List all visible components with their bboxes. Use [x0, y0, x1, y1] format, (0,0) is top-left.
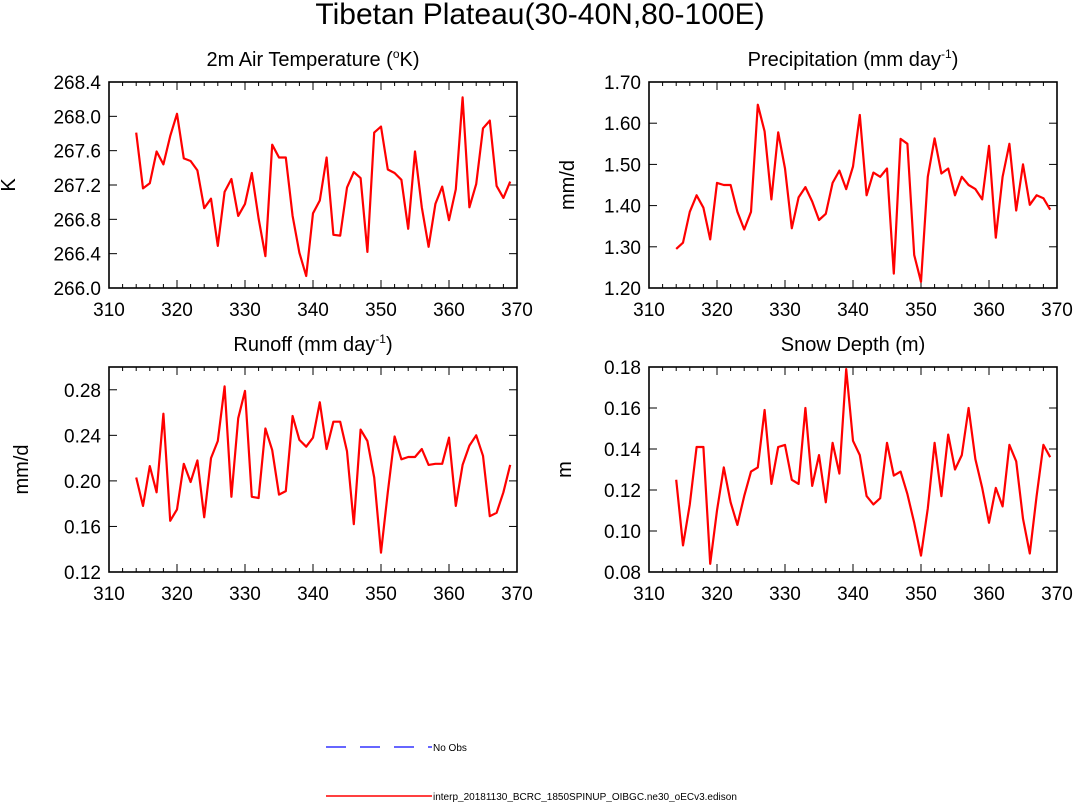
y-tick-label: 0.18	[604, 358, 641, 379]
plot-frame	[108, 81, 518, 289]
x-tick-label: 310	[633, 584, 665, 605]
x-tick-label: 330	[769, 300, 801, 321]
panel-title-sup: o	[393, 47, 400, 61]
y-tick-label: 268.0	[53, 107, 101, 128]
panel-title-main: Precipitation (mm day	[748, 49, 941, 71]
x-tick-label: 360	[973, 300, 1005, 321]
y-tick-label: 1.60	[604, 114, 641, 135]
series-line	[675, 368, 1052, 565]
y-tick-label: 0.12	[604, 481, 641, 502]
series-line	[135, 385, 512, 554]
y-tick-label: 267.6	[53, 142, 101, 163]
y-tick-label: 0.12	[64, 563, 101, 584]
y-axis-label: mm/d	[11, 445, 33, 495]
x-tick-label: 370	[1041, 300, 1073, 321]
x-tick-label: 310	[93, 300, 125, 321]
y-tick-label: 1.20	[604, 279, 641, 300]
plot-frame	[648, 81, 1058, 289]
x-tick-label: 320	[701, 300, 733, 321]
y-tick-label: 0.16	[604, 399, 641, 420]
x-tick-label: 330	[229, 300, 261, 321]
panel-title-main: Snow Depth (m)	[781, 334, 926, 356]
panel-title-main: Runoff (mm day	[233, 334, 375, 356]
y-tick-label: 266.4	[53, 245, 101, 266]
panel-runoff: Runoff (mm day-1) mm/d 310 320 330 340 350 360 3…	[11, 332, 533, 605]
panel-title: Runoff (mm day-1)	[233, 332, 392, 356]
y-tick-label: 1.30	[604, 238, 641, 259]
figure-title: Tibetan Plateau(30-40N,80-100E)	[315, 0, 764, 31]
y-tick-label: 0.28	[64, 381, 101, 402]
x-tick-label: 340	[837, 584, 869, 605]
y-tick-label: 0.08	[604, 563, 641, 584]
panel-title: 2m Air Temperature (oK)	[206, 47, 419, 71]
legend-label-no-obs: No Obs	[433, 743, 467, 754]
panel-title-main: 2m Air Temperature (	[206, 49, 393, 71]
panel-air-temperature: 2m Air Temperature (oK) K 310 320 330 340 350 3…	[0, 47, 533, 321]
series-line	[135, 96, 512, 278]
x-tick-label: 310	[93, 584, 125, 605]
x-tick-label: 310	[633, 300, 665, 321]
panel-title-tail: )	[952, 49, 959, 71]
y-tick-label: 1.40	[604, 197, 641, 218]
y-tick-label: 0.20	[64, 472, 101, 493]
panel-title-sup: -1	[375, 332, 386, 346]
x-tick-label: 360	[433, 584, 465, 605]
x-tick-label: 340	[297, 300, 329, 321]
y-tick-label: 267.2	[53, 176, 101, 197]
x-tick-label: 340	[837, 300, 869, 321]
plot-frame	[108, 366, 518, 573]
y-tick-label: 0.16	[64, 517, 101, 538]
y-tick-label: 0.14	[604, 440, 641, 461]
panel-precipitation: Precipitation (mm day-1) mm/d 310 320 330 340…	[557, 47, 1073, 321]
panel-title: Precipitation (mm day-1)	[748, 47, 959, 71]
x-tick-label: 320	[161, 300, 193, 321]
panel-snow-depth: Snow Depth (m) m 310 320 330 340 350 360 370 0.08…	[554, 334, 1073, 605]
x-tick-label: 370	[501, 584, 533, 605]
y-axis-label: K	[0, 178, 20, 192]
y-tick-label: 266.0	[53, 279, 101, 300]
panel-title: Snow Depth (m)	[781, 334, 926, 356]
y-tick-label: 0.24	[64, 426, 101, 447]
x-tick-label: 330	[229, 584, 261, 605]
x-tick-label: 340	[297, 584, 329, 605]
y-axis-label: mm/d	[557, 160, 579, 210]
legend-label-model: interp_20181130_BCRC_1850SPINUP_OIBGC.ne…	[433, 792, 737, 802]
x-tick-label: 350	[365, 300, 397, 321]
x-tick-label: 350	[905, 300, 937, 321]
x-tick-label: 330	[769, 584, 801, 605]
x-tick-label: 360	[433, 300, 465, 321]
x-tick-label: 370	[1041, 584, 1073, 605]
panel-title-tail: )	[386, 334, 393, 356]
x-tick-label: 320	[701, 584, 733, 605]
legend: No Obs interp_20181130_BCRC_1850SPINUP_O…	[326, 743, 737, 802]
panel-title-sup: -1	[941, 47, 952, 61]
y-tick-label: 268.4	[53, 73, 101, 94]
plot-frame	[648, 366, 1058, 573]
x-tick-label: 320	[161, 584, 193, 605]
series-line	[675, 103, 1052, 283]
x-tick-label: 360	[973, 584, 1005, 605]
y-tick-label: 266.8	[53, 210, 101, 231]
x-tick-label: 350	[365, 584, 397, 605]
x-tick-label: 370	[501, 300, 533, 321]
y-axis-label: m	[554, 461, 576, 478]
y-tick-label: 1.50	[604, 155, 641, 176]
panel-title-tail: K)	[400, 49, 420, 71]
y-tick-label: 0.10	[604, 522, 641, 543]
x-tick-label: 350	[905, 584, 937, 605]
y-tick-label: 1.70	[604, 73, 641, 94]
